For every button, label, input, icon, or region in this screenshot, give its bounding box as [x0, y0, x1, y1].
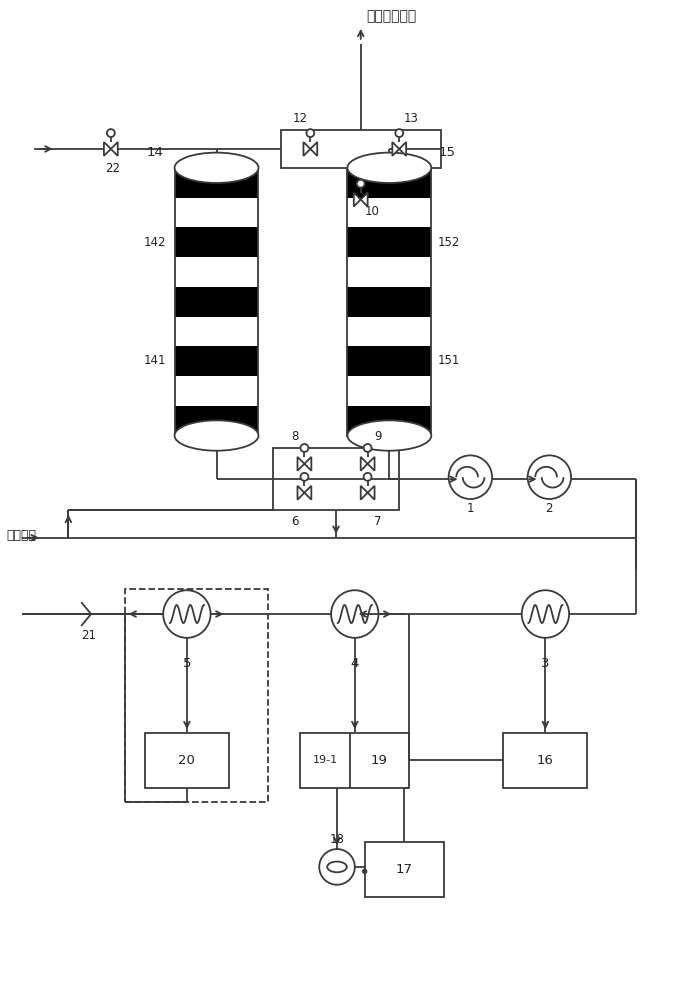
- Text: 6: 6: [291, 515, 298, 528]
- Polygon shape: [297, 486, 304, 500]
- Polygon shape: [104, 142, 111, 156]
- Text: 18: 18: [330, 833, 345, 846]
- Ellipse shape: [347, 153, 431, 183]
- Text: 1: 1: [466, 502, 474, 515]
- Circle shape: [107, 129, 115, 137]
- Polygon shape: [368, 457, 375, 471]
- Text: 20: 20: [178, 754, 195, 767]
- Ellipse shape: [174, 153, 258, 183]
- Text: 152: 152: [437, 236, 460, 249]
- Circle shape: [300, 473, 308, 481]
- Bar: [174, 317, 258, 346]
- Bar: [174, 287, 258, 317]
- Text: 4: 4: [351, 657, 359, 670]
- Text: 10: 10: [365, 205, 380, 218]
- Text: 21: 21: [82, 629, 97, 642]
- Polygon shape: [304, 142, 310, 156]
- Bar: [347, 346, 431, 376]
- Text: 13: 13: [404, 112, 418, 125]
- Bar: [281, 130, 441, 168]
- Circle shape: [363, 869, 366, 873]
- Bar: [347, 198, 431, 227]
- Bar: [347, 227, 431, 257]
- Text: 洁净气排放口: 洁净气排放口: [366, 9, 417, 23]
- Text: 3: 3: [541, 657, 550, 670]
- Text: 141: 141: [144, 354, 166, 367]
- Bar: [504, 733, 587, 788]
- Text: 19: 19: [371, 754, 388, 767]
- Bar: [174, 376, 258, 406]
- Text: 16: 16: [537, 754, 554, 767]
- Text: 22: 22: [105, 162, 120, 175]
- Polygon shape: [297, 457, 304, 471]
- Text: 14: 14: [147, 146, 164, 159]
- Text: 油气进口: 油气进口: [6, 529, 36, 542]
- Bar: [347, 287, 431, 317]
- Circle shape: [395, 129, 403, 137]
- Bar: [174, 257, 258, 287]
- Bar: [347, 376, 431, 406]
- Bar: [347, 257, 431, 287]
- Polygon shape: [361, 457, 368, 471]
- Bar: [174, 346, 258, 376]
- Bar: [364, 842, 443, 897]
- Circle shape: [357, 180, 364, 188]
- Bar: [174, 198, 258, 227]
- Polygon shape: [361, 486, 368, 500]
- Polygon shape: [310, 142, 317, 156]
- Polygon shape: [354, 193, 361, 206]
- Text: 2: 2: [546, 502, 553, 515]
- Text: 19-1: 19-1: [312, 755, 338, 765]
- Polygon shape: [304, 486, 312, 500]
- Bar: [145, 733, 229, 788]
- Bar: [174, 406, 258, 436]
- Polygon shape: [368, 486, 375, 500]
- Text: 7: 7: [374, 515, 381, 528]
- Circle shape: [319, 849, 355, 885]
- Circle shape: [163, 590, 211, 638]
- Bar: [174, 168, 258, 436]
- Polygon shape: [400, 142, 406, 156]
- Polygon shape: [361, 193, 368, 206]
- Circle shape: [300, 444, 308, 452]
- Ellipse shape: [327, 862, 347, 872]
- Text: 151: 151: [437, 354, 460, 367]
- Text: 8: 8: [291, 430, 298, 443]
- Circle shape: [449, 455, 492, 499]
- Polygon shape: [392, 142, 400, 156]
- Polygon shape: [111, 142, 118, 156]
- Text: 17: 17: [395, 863, 412, 876]
- Circle shape: [364, 444, 372, 452]
- Text: 15: 15: [438, 146, 455, 159]
- Circle shape: [331, 590, 379, 638]
- Bar: [273, 448, 400, 510]
- Text: 5: 5: [183, 657, 191, 670]
- Text: 9: 9: [374, 430, 381, 443]
- Bar: [347, 168, 431, 198]
- Bar: [347, 317, 431, 346]
- Bar: [347, 406, 431, 436]
- Circle shape: [522, 590, 569, 638]
- Bar: [300, 733, 409, 788]
- Circle shape: [528, 455, 571, 499]
- Bar: [347, 168, 431, 436]
- Text: 142: 142: [144, 236, 166, 249]
- Circle shape: [306, 129, 314, 137]
- Ellipse shape: [347, 420, 431, 451]
- Bar: [174, 168, 258, 198]
- Polygon shape: [304, 457, 312, 471]
- Bar: [124, 589, 268, 802]
- Ellipse shape: [174, 420, 258, 451]
- Text: 12: 12: [293, 112, 308, 125]
- Circle shape: [364, 473, 372, 481]
- Bar: [174, 227, 258, 257]
